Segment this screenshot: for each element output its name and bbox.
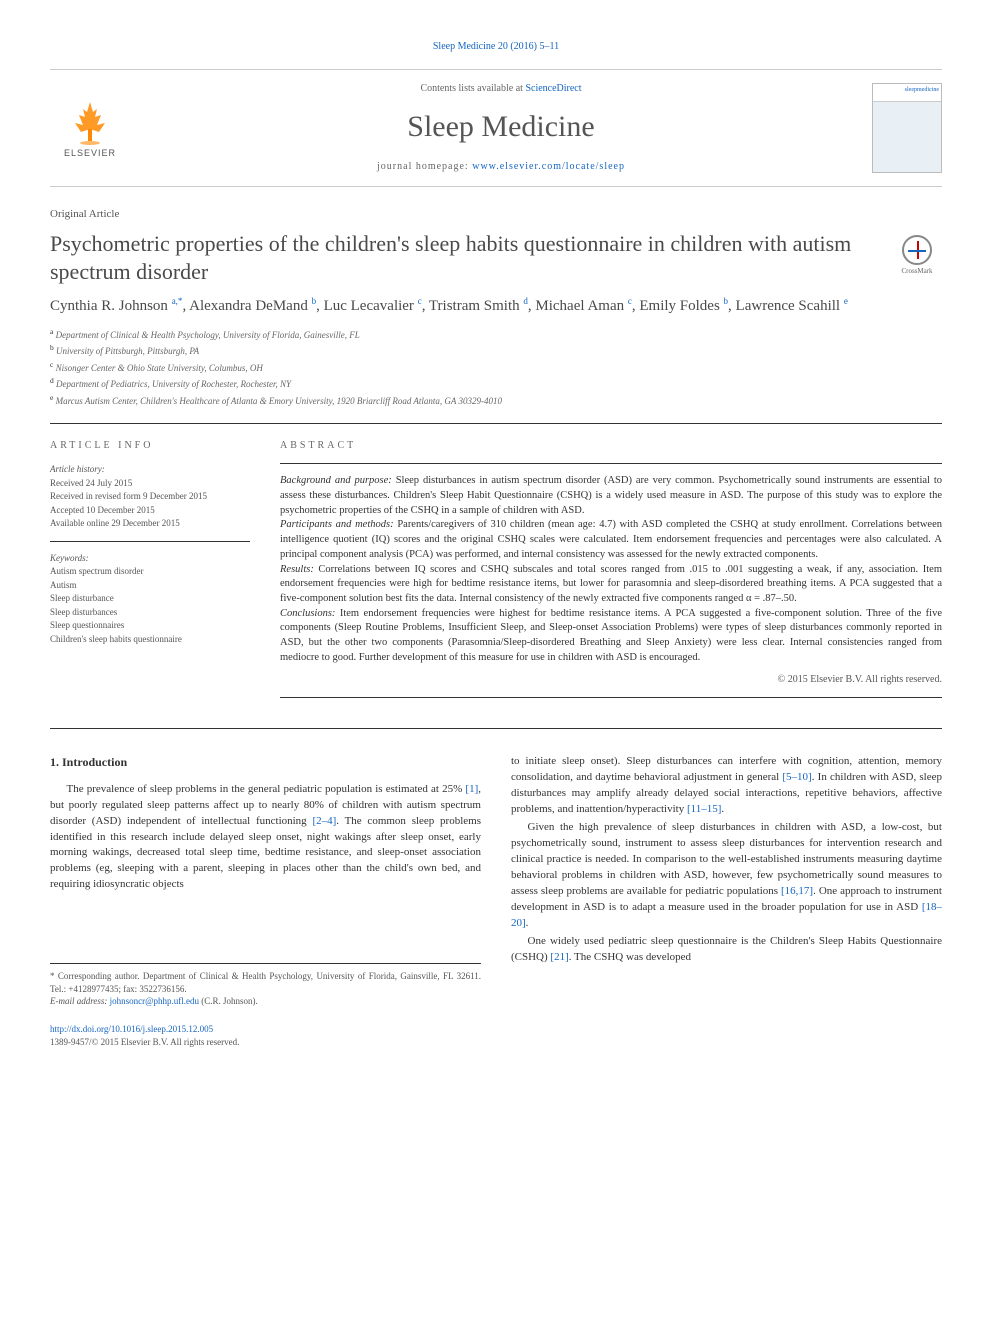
ref-link[interactable]: [1] — [465, 783, 478, 795]
masthead: ELSEVIER Contents lists available at Sci… — [50, 69, 942, 187]
ref-link[interactable]: [11–15] — [687, 803, 721, 815]
ref-link[interactable]: [16,17] — [781, 885, 813, 897]
keywords-block: Keywords: Autism spectrum disorderAutism… — [50, 552, 250, 647]
section-heading: 1. Introduction — [50, 754, 481, 771]
section-num: 1. — [50, 755, 59, 769]
homepage-line: journal homepage: www.elsevier.com/locat… — [130, 160, 872, 174]
doi-link[interactable]: http://dx.doi.org/10.1016/j.sleep.2015.1… — [50, 1024, 213, 1034]
page: Sleep Medicine 20 (2016) 5–11 ELSEVIER C… — [0, 0, 992, 1088]
info-header: ARTICLE INFO — [50, 439, 250, 453]
body-text: . — [721, 803, 724, 815]
body-para: Given the high prevalence of sleep distu… — [511, 820, 942, 932]
abs-results: Correlations between IQ scores and CSHQ … — [280, 564, 942, 604]
ref-link[interactable]: [5–10] — [782, 771, 811, 783]
corresponding-footnote: * Corresponding author. Department of Cl… — [50, 963, 481, 1008]
affiliations: a Department of Clinical & Health Psycho… — [50, 326, 942, 409]
abs-methods-label: Participants and methods: — [280, 519, 394, 530]
email-suffix: (C.R. Johnson). — [199, 996, 258, 1006]
journal-title: Sleep Medicine — [130, 106, 872, 148]
masthead-center: Contents lists available at ScienceDirec… — [130, 82, 872, 174]
footer: http://dx.doi.org/10.1016/j.sleep.2015.1… — [50, 1023, 942, 1048]
issn-line: 1389-9457/© 2015 Elsevier B.V. All right… — [50, 1037, 239, 1047]
body-text: . — [526, 917, 529, 929]
body-para: to initiate sleep onset). Sleep disturba… — [511, 754, 942, 818]
body-text: The prevalence of sleep problems in the … — [67, 783, 466, 795]
sciencedirect-link[interactable]: ScienceDirect — [525, 83, 581, 94]
elsevier-tree-icon — [65, 97, 115, 147]
article-type: Original Article — [50, 207, 942, 222]
info-abstract-row: ARTICLE INFO Article history: Received 2… — [50, 439, 942, 708]
abstract-text: Background and purpose: Sleep disturbanc… — [280, 474, 942, 665]
abstract-rule-bottom — [280, 697, 942, 698]
body-columns: 1. Introduction The prevalence of sleep … — [50, 754, 942, 1008]
cover-thumb-label: sleepmedicine — [873, 84, 941, 102]
header-citation: Sleep Medicine 20 (2016) 5–11 — [50, 40, 942, 54]
journal-cover-thumbnail: sleepmedicine — [872, 83, 942, 173]
body-para: One widely used pediatric sleep question… — [511, 934, 942, 966]
history-label: Article history: — [50, 464, 105, 474]
abstract-rule-top — [280, 463, 942, 464]
contents-prefix: Contents lists available at — [420, 83, 525, 94]
abs-concl-label: Conclusions: — [280, 608, 335, 619]
body-text: . The CSHQ was developed — [569, 951, 691, 963]
abs-concl: Item endorsement frequencies were highes… — [280, 608, 942, 663]
crossmark-icon — [902, 235, 932, 265]
contents-line: Contents lists available at ScienceDirec… — [130, 82, 872, 96]
homepage-link[interactable]: www.elsevier.com/locate/sleep — [472, 161, 625, 172]
elsevier-text: ELSEVIER — [64, 147, 116, 160]
body-col-right: to initiate sleep onset). Sleep disturba… — [511, 754, 942, 1008]
crossmark-badge[interactable]: CrossMark — [892, 235, 942, 285]
authors: Cynthia R. Johnson a,*, Alexandra DeMand… — [50, 295, 942, 318]
rule-body — [50, 728, 942, 729]
article-title: Psychometric properties of the children'… — [50, 230, 872, 285]
section-title: Introduction — [62, 755, 127, 769]
rule-top — [50, 423, 942, 424]
abstract-copyright: © 2015 Elsevier B.V. All rights reserved… — [280, 673, 942, 687]
email-label: E-mail address: — [50, 996, 110, 1006]
crossmark-label: CrossMark — [901, 267, 932, 277]
abstract-header: ABSTRACT — [280, 439, 942, 453]
corr-text: * Corresponding author. Department of Cl… — [50, 970, 481, 995]
keywords-label: Keywords: — [50, 553, 89, 563]
email-link[interactable]: johnsoncr@phhp.ufl.edu — [110, 996, 199, 1006]
article-info-column: ARTICLE INFO Article history: Received 2… — [50, 439, 250, 708]
ref-link[interactable]: [21] — [550, 951, 568, 963]
homepage-prefix: journal homepage: — [377, 161, 472, 172]
abs-results-label: Results: — [280, 564, 314, 575]
body-col-left: 1. Introduction The prevalence of sleep … — [50, 754, 481, 1008]
article-history: Article history: Received 24 July 2015Re… — [50, 463, 250, 542]
ref-link[interactable]: [2–4] — [312, 815, 336, 827]
elsevier-logo: ELSEVIER — [50, 88, 130, 168]
body-para: The prevalence of sleep problems in the … — [50, 782, 481, 894]
abstract-column: ABSTRACT Background and purpose: Sleep d… — [280, 439, 942, 708]
abs-bg-label: Background and purpose: — [280, 475, 392, 486]
